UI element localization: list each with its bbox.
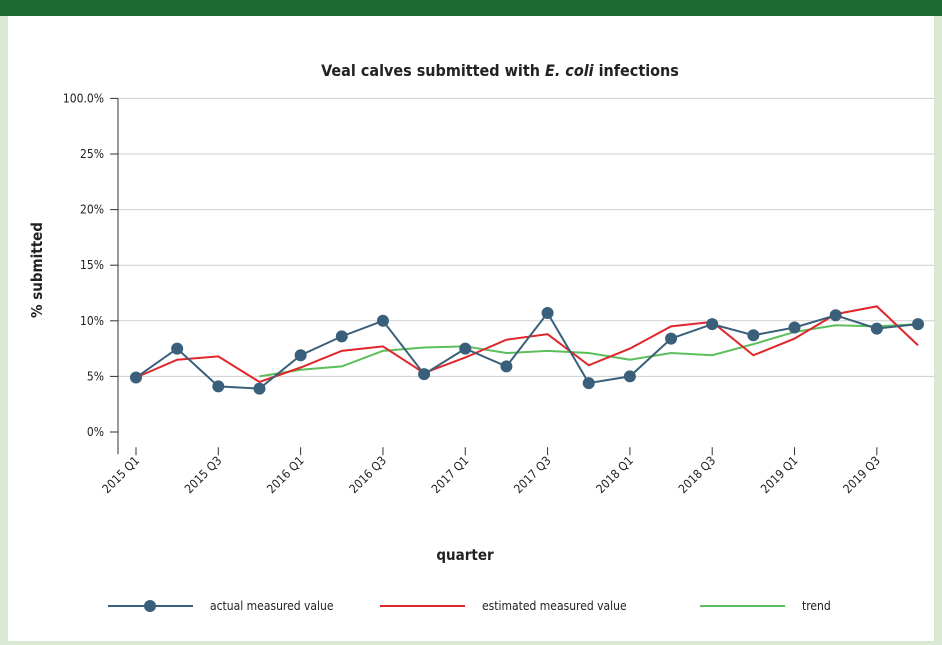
- data-point: [212, 380, 225, 393]
- x-axis-title: quarter: [436, 546, 494, 564]
- y-tick-label: 10%: [80, 314, 104, 328]
- data-point: [870, 322, 883, 335]
- data-point: [788, 321, 801, 334]
- series-line: [135, 305, 919, 384]
- y-tick-label: 25%: [80, 147, 104, 161]
- legend-label: trend: [802, 599, 831, 613]
- data-point: [829, 309, 842, 322]
- data-point: [582, 377, 595, 390]
- y-tick-label: 0%: [87, 425, 104, 439]
- data-point: [747, 329, 760, 342]
- legend-label: actual measured value: [210, 599, 334, 613]
- data-point: [912, 318, 924, 331]
- y-axis-title: % submitted: [28, 222, 46, 318]
- data-point: [623, 370, 636, 383]
- y-tick-label: 15%: [80, 258, 104, 272]
- top-bar: [0, 0, 942, 16]
- y-tick-label: 20%: [80, 203, 104, 217]
- y-tick-label: 100.0%: [63, 91, 104, 105]
- chart-title: Veal calves submitted with E. coli infec…: [321, 61, 679, 80]
- data-point: [459, 342, 472, 355]
- data-point: [253, 382, 266, 395]
- data-point: [130, 371, 142, 384]
- y-tick-label: 5%: [87, 369, 104, 383]
- data-point: [500, 360, 513, 373]
- data-point: [541, 307, 554, 320]
- panel: [8, 16, 934, 641]
- data-point: [171, 342, 184, 355]
- data-point: [335, 330, 348, 343]
- data-point: [418, 368, 431, 381]
- data-point: [665, 332, 678, 345]
- data-point: [294, 349, 307, 362]
- data-point: [706, 318, 719, 331]
- data-point: [376, 314, 389, 327]
- series-line: [135, 311, 919, 390]
- legend-label: estimated measured value: [482, 599, 627, 613]
- legend-marker: [144, 600, 156, 612]
